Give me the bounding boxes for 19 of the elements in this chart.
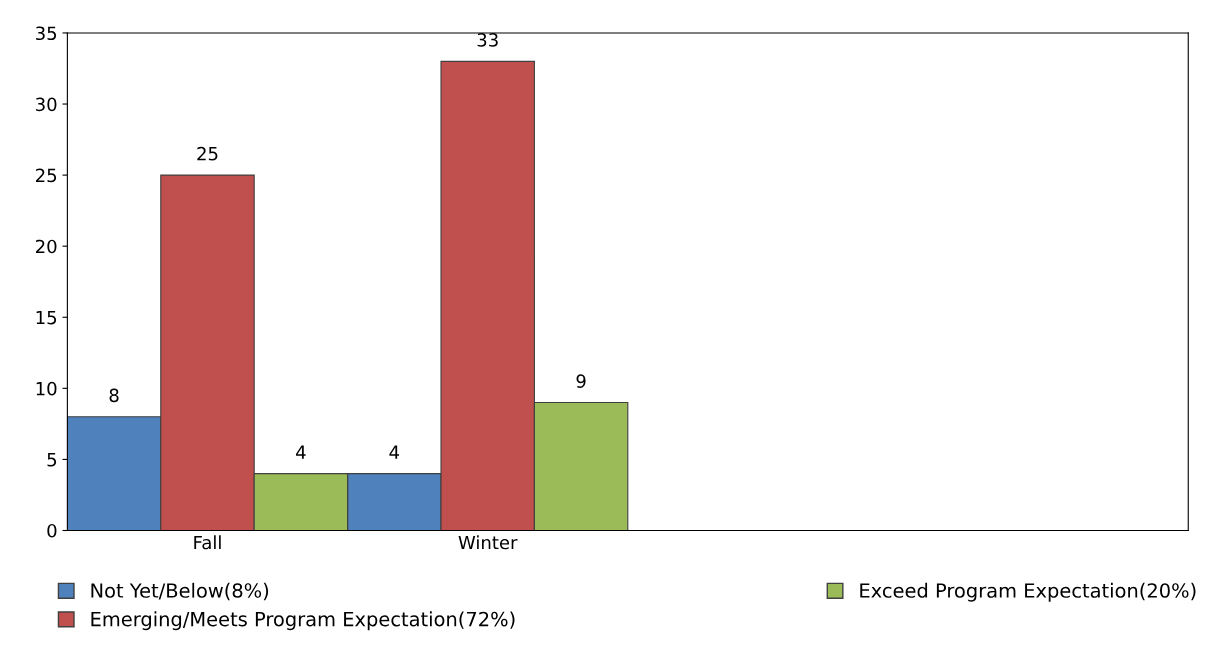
y-tick-label: 20 <box>36 239 57 254</box>
y-tick-label: 0 <box>47 523 57 538</box>
data-label: 4 <box>389 445 400 459</box>
x-tick-label: Fall <box>194 535 221 550</box>
y-tick-label: 35 <box>36 26 57 41</box>
data-label: 33 <box>477 33 498 47</box>
y-tick-label: 30 <box>36 97 57 112</box>
legend-label: Not Yet/Below(8%) <box>91 582 269 601</box>
data-label: 9 <box>576 374 586 388</box>
y-tick-label: 10 <box>36 381 57 396</box>
legend-label: Emerging/Meets Program Expectation(72%) <box>91 611 515 631</box>
x-tick-label: Winter <box>458 535 518 550</box>
y-tick-label: 25 <box>36 168 57 183</box>
data-label: 25 <box>197 146 218 161</box>
data-label: 4 <box>296 445 306 459</box>
legend-label: Exceed Program Expectation(20%) <box>860 582 1196 602</box>
y-tick-label: 5 <box>47 453 57 467</box>
y-tick-label: 15 <box>36 310 57 325</box>
data-label: 8 <box>109 388 119 403</box>
